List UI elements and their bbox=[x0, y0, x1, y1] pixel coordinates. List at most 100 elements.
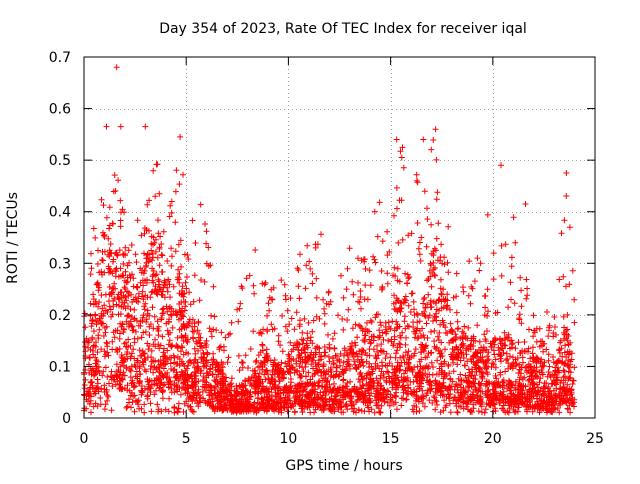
data-point bbox=[457, 371, 464, 378]
data-point bbox=[162, 361, 169, 368]
data-point bbox=[257, 401, 264, 408]
data-point bbox=[391, 366, 398, 373]
data-point bbox=[517, 374, 523, 381]
data-point bbox=[416, 408, 423, 414]
data-point bbox=[378, 322, 384, 329]
data-point bbox=[312, 399, 319, 406]
data-point bbox=[82, 376, 89, 383]
data-point bbox=[175, 266, 182, 273]
data-point bbox=[400, 354, 407, 361]
data-point bbox=[391, 292, 397, 299]
data-point bbox=[444, 330, 451, 337]
data-point bbox=[164, 258, 171, 264]
data-point bbox=[115, 177, 122, 184]
data-point bbox=[399, 144, 406, 151]
data-point bbox=[570, 377, 577, 384]
data-point bbox=[538, 367, 545, 373]
data-point bbox=[368, 406, 375, 413]
data-point bbox=[290, 346, 297, 353]
data-point bbox=[141, 303, 148, 310]
data-point bbox=[342, 367, 349, 374]
data-point bbox=[92, 343, 99, 350]
data-point bbox=[239, 400, 246, 407]
data-point bbox=[159, 306, 166, 313]
data-point bbox=[126, 259, 133, 266]
data-point bbox=[175, 400, 182, 407]
data-point bbox=[94, 349, 101, 356]
data-point bbox=[405, 348, 412, 355]
data-point bbox=[264, 357, 271, 364]
data-point bbox=[477, 396, 484, 403]
data-point bbox=[168, 262, 175, 269]
data-point bbox=[152, 248, 159, 255]
data-point bbox=[360, 398, 367, 405]
data-point bbox=[191, 379, 198, 386]
data-point bbox=[187, 403, 194, 410]
data-point bbox=[388, 338, 395, 345]
data-point bbox=[121, 300, 128, 306]
data-point bbox=[533, 359, 540, 366]
data-point bbox=[496, 397, 503, 404]
data-point bbox=[177, 391, 184, 398]
data-point bbox=[459, 328, 466, 335]
data-point bbox=[428, 250, 435, 257]
data-point bbox=[405, 232, 412, 239]
data-point bbox=[510, 406, 517, 413]
data-point bbox=[498, 345, 505, 352]
data-point bbox=[104, 309, 111, 315]
data-point-outlier bbox=[498, 162, 504, 169]
data-point bbox=[499, 345, 506, 352]
data-point bbox=[103, 339, 110, 346]
data-point bbox=[141, 306, 148, 313]
data-point bbox=[412, 374, 419, 381]
data-point bbox=[355, 393, 362, 400]
data-point bbox=[524, 292, 531, 299]
data-point bbox=[520, 382, 527, 389]
data-point bbox=[502, 409, 509, 416]
data-point bbox=[375, 352, 382, 359]
data-point bbox=[431, 327, 438, 334]
data-point bbox=[100, 320, 106, 327]
data-point bbox=[127, 342, 134, 349]
data-point bbox=[397, 334, 404, 341]
data-point bbox=[302, 393, 309, 400]
data-point bbox=[340, 326, 347, 333]
data-point bbox=[293, 309, 300, 316]
data-point bbox=[437, 348, 444, 354]
data-point bbox=[202, 381, 209, 388]
data-point bbox=[423, 243, 430, 250]
data-point bbox=[203, 357, 210, 364]
data-point bbox=[107, 241, 114, 247]
data-point bbox=[108, 373, 114, 379]
data-point bbox=[125, 289, 132, 296]
data-point bbox=[501, 382, 508, 389]
data-point bbox=[488, 343, 495, 350]
data-point bbox=[423, 342, 430, 349]
data-point bbox=[448, 351, 455, 358]
data-point bbox=[133, 368, 140, 375]
data-point bbox=[429, 400, 436, 406]
data-point bbox=[302, 285, 309, 292]
data-point bbox=[470, 337, 477, 344]
data-point bbox=[174, 371, 181, 378]
data-point bbox=[170, 367, 177, 374]
data-point bbox=[413, 327, 420, 334]
data-point bbox=[132, 363, 139, 370]
data-point bbox=[376, 391, 383, 397]
data-point bbox=[514, 396, 521, 403]
data-point bbox=[321, 320, 328, 327]
data-point bbox=[117, 223, 124, 230]
data-point bbox=[320, 296, 327, 303]
data-point bbox=[432, 272, 439, 279]
data-point bbox=[137, 265, 144, 272]
data-point bbox=[253, 357, 260, 364]
data-point bbox=[172, 219, 179, 226]
data-point bbox=[436, 337, 442, 344]
data-point bbox=[563, 193, 570, 199]
y-tick-label: 0.4 bbox=[49, 205, 71, 221]
data-point bbox=[458, 377, 465, 384]
data-point bbox=[236, 404, 242, 411]
data-point bbox=[344, 389, 350, 396]
data-point bbox=[385, 388, 392, 395]
